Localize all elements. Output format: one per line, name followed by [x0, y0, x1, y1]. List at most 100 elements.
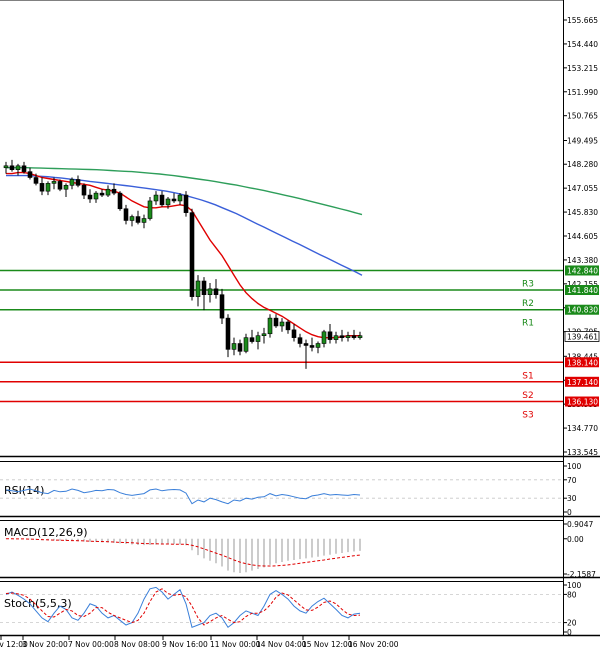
candle-body: [261, 333, 267, 336]
candle-body: [351, 335, 357, 338]
level-value-box: [565, 376, 599, 387]
price-tick-label: 142.155: [567, 280, 598, 289]
candle-body: [189, 212, 195, 297]
macd-label: MACD(12,26,9): [4, 526, 88, 539]
candle-body: [219, 294, 225, 319]
candle-body: [171, 198, 177, 202]
level-name: R1: [522, 319, 534, 329]
candle-body: [225, 317, 231, 350]
level-value-box: [565, 357, 599, 368]
candle-body: [81, 185, 87, 196]
candle-body: [267, 317, 273, 335]
candle-body: [129, 216, 135, 221]
rsi-line: [5, 488, 361, 505]
candle-body: [117, 192, 123, 210]
candle-body: [213, 288, 219, 295]
candle-body: [249, 337, 255, 342]
candle-body: [303, 343, 309, 346]
sub-tick-label: 80: [567, 590, 577, 599]
candle-body: [177, 194, 183, 202]
level-value-label: 137.140: [567, 378, 598, 387]
candle-body: [339, 335, 345, 338]
time-tick-label: 3 Nov 20:00: [22, 640, 68, 649]
time-tick-label: 14 Nov 04:00: [256, 640, 307, 649]
candle-body: [75, 179, 81, 186]
price-tick-label: 150.765: [567, 112, 598, 121]
price-tick-label: 133.545: [567, 448, 598, 457]
stoch-k-line: [5, 586, 361, 629]
price-tick-label: 143.380: [567, 256, 598, 265]
candle-body: [333, 335, 339, 340]
price-tick-label: 151.990: [567, 88, 598, 97]
candle-body: [201, 280, 207, 295]
candlesticks: [3, 159, 363, 369]
candle-body: [147, 200, 153, 219]
sub-tick-label: 100: [567, 581, 582, 590]
candle-body: [291, 329, 297, 338]
candle-body: [105, 188, 111, 196]
candle-body: [21, 165, 27, 172]
candle-body: [195, 280, 201, 297]
candle-body: [51, 181, 57, 184]
sub-tick-label: 0: [567, 508, 572, 517]
candle-body: [135, 216, 141, 223]
ma-mid-line: [6, 174, 363, 276]
time-tick-label: 16 Nov 20:00: [348, 640, 399, 649]
candle-body: [207, 288, 213, 295]
level-value-label: 141.840: [567, 286, 598, 295]
price-tick-label: 149.495: [567, 136, 598, 145]
macd-signal-line: [6, 538, 361, 567]
candle-body: [153, 194, 159, 202]
candle-body: [315, 343, 321, 348]
price-tick-label: 155.665: [567, 16, 598, 25]
current-price-label: 139.461: [567, 332, 598, 341]
sub-tick-label: 0: [567, 628, 572, 637]
candle-body: [309, 345, 315, 348]
time-tick-label: 6 Nov 12:00: [0, 640, 28, 649]
candle-body: [9, 165, 15, 170]
stoch-label: Stoch(5,5,3): [4, 597, 72, 610]
price-tick-label: 145.830: [567, 208, 598, 217]
support-resistance-levels: R3 142.840 R2 141.840 R1 140.830 S1 138.140 S2 13…: [0, 265, 599, 421]
price-axis: 155.665 154.440 153.215 151.990 150.765 149.4…: [0, 0, 598, 457]
candle-body: [255, 335, 261, 342]
price-tick-label: 153.215: [567, 64, 598, 73]
candle-body: [39, 183, 45, 192]
level-value-box: [565, 396, 599, 407]
level-name: R3: [522, 279, 534, 289]
ma-fast-line: [6, 171, 360, 339]
candle-body: [165, 198, 171, 206]
candle-body: [111, 188, 117, 194]
level-name: R2: [522, 299, 534, 309]
candle-body: [159, 194, 165, 206]
panel-frames: [0, 0, 600, 637]
candle-body: [87, 194, 93, 200]
candle-body: [231, 343, 237, 350]
level-name: S1: [522, 371, 533, 381]
time-tick-label: 8 Nov 08:00: [114, 640, 160, 649]
macd-panel: MACD(12,26,9) 0.9047 0.00 -2.1587: [4, 520, 596, 579]
level-name: S2: [522, 391, 533, 401]
level-value-box: [565, 304, 599, 315]
candle-body: [45, 183, 51, 192]
current-price-marker: 139.461: [564, 331, 600, 342]
sub-tick-label: 30: [567, 494, 577, 503]
ma-slow-line: [6, 166, 363, 216]
candle-body: [273, 317, 279, 327]
sub-tick-label: 20: [567, 619, 577, 628]
level-value-label: 138.140: [567, 358, 598, 367]
sub-tick-label: 0.00: [567, 535, 584, 544]
level-value-label: 136.130: [567, 398, 598, 407]
level-value-box: [565, 265, 599, 276]
candle-body: [297, 337, 303, 344]
candle-body: [57, 181, 63, 190]
candle-body: [15, 165, 21, 170]
sub-tick-label: -2.1587: [567, 570, 596, 579]
price-tick-label: 134.770: [567, 424, 598, 433]
candle-body: [93, 192, 99, 200]
candle-body: [237, 343, 243, 352]
level-value-box: [565, 285, 599, 295]
level-name: S3: [522, 411, 533, 421]
